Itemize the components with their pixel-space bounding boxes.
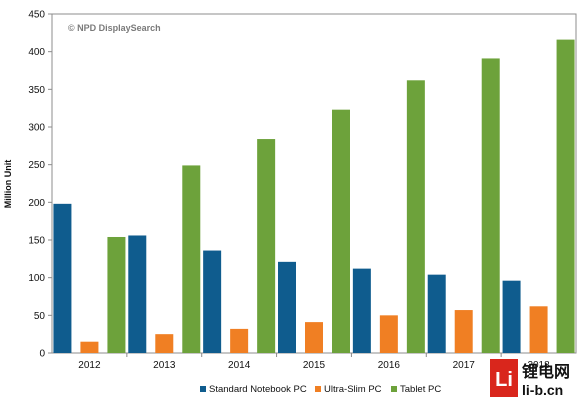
x-tick-label: 2015 (303, 360, 326, 371)
bar (454, 310, 473, 353)
site-logo: Li 锂电网 li-b.cn (490, 359, 570, 398)
bar (352, 268, 371, 353)
legend-swatch (391, 386, 397, 392)
y-tick-label: 250 (28, 160, 45, 171)
y-axis: 0 50 100 150 200 250 300 350 400 450 (28, 10, 52, 360)
x-tick-label: 2016 (378, 360, 401, 371)
bar (257, 139, 276, 353)
bar (556, 39, 575, 353)
bar (406, 80, 425, 353)
bar (332, 109, 350, 353)
bar (155, 334, 174, 353)
bars (53, 39, 575, 354)
legend-label: Ultra-Slim PC (324, 384, 382, 395)
bar (305, 322, 323, 353)
y-tick-label: 200 (28, 198, 45, 209)
bar (379, 315, 398, 353)
legend-swatch (315, 386, 321, 392)
bar (53, 203, 72, 353)
bar (529, 306, 548, 353)
bar (481, 58, 500, 354)
y-tick-label: 300 (28, 123, 45, 134)
y-axis-title: Million Unit (3, 160, 13, 209)
logo-mark: Li (495, 369, 513, 391)
watermark-text: © NPD DisplaySearch (68, 23, 161, 33)
legend-label: Tablet PC (400, 384, 441, 395)
x-axis: 2012 2013 2014 2015 2016 2017 2018 (78, 353, 550, 371)
y-tick-label: 450 (28, 10, 45, 21)
logo-mark-box (490, 359, 518, 397)
y-tick-label: 100 (28, 273, 45, 284)
x-tick-label: 2012 (78, 360, 101, 371)
x-tick-label: 2013 (153, 360, 176, 371)
legend: Standard Notebook PC Ultra-Slim PC Tablet … (200, 384, 441, 395)
logo-sub-text: li-b.cn (522, 382, 563, 398)
logo-main-text: 锂电网 (522, 362, 570, 381)
y-tick-label: 50 (34, 311, 46, 322)
y-tick-label: 350 (28, 85, 45, 96)
bar (182, 165, 201, 353)
bar (502, 280, 521, 353)
y-tick-label: 0 (39, 349, 45, 360)
legend-label: Standard Notebook PC (209, 384, 307, 395)
bar (128, 235, 147, 353)
y-tick-label: 150 (28, 236, 45, 247)
bar (203, 250, 222, 353)
bar (427, 274, 446, 353)
x-tick-label: 2018 (527, 360, 550, 371)
x-tick-label: 2014 (228, 360, 251, 371)
x-tick-label: 2017 (453, 360, 476, 371)
bar (278, 261, 296, 353)
legend-swatch (200, 386, 206, 392)
bar (107, 236, 126, 353)
bar (80, 341, 99, 353)
bar (230, 328, 249, 353)
y-tick-label: 400 (28, 47, 45, 58)
